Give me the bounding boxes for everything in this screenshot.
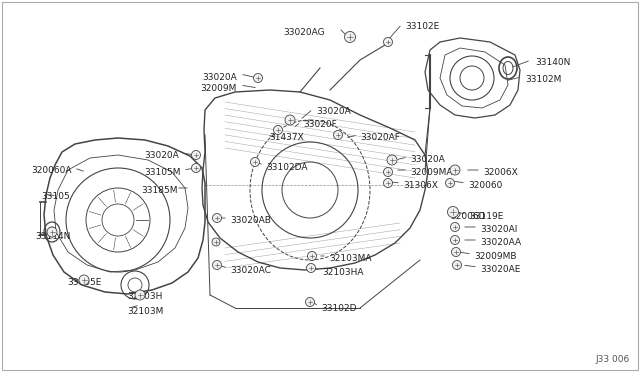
Text: 33020A: 33020A [144, 151, 179, 160]
Circle shape [285, 115, 295, 125]
Circle shape [445, 179, 454, 187]
Circle shape [212, 238, 220, 246]
Text: 33102DA: 33102DA [266, 163, 307, 172]
Text: 33105E: 33105E [67, 278, 101, 287]
Text: 33020A: 33020A [202, 73, 237, 82]
Text: 33020AC: 33020AC [230, 266, 271, 275]
Text: 33140N: 33140N [535, 58, 570, 67]
Text: 33020F: 33020F [303, 120, 337, 129]
Circle shape [191, 164, 200, 173]
Text: 320060A: 320060A [31, 166, 72, 175]
Text: 32006X: 32006X [483, 168, 518, 177]
Text: 33105M: 33105M [145, 168, 181, 177]
Text: 32103HA: 32103HA [322, 268, 364, 277]
Text: 33020AE: 33020AE [480, 265, 520, 274]
Text: 32009M: 32009M [200, 84, 237, 93]
Text: 320060: 320060 [468, 181, 502, 190]
Text: 33102M: 33102M [525, 75, 561, 84]
Circle shape [383, 38, 392, 46]
Circle shape [212, 214, 221, 222]
Text: 33102D: 33102D [321, 304, 356, 313]
Text: 32009MB: 32009MB [474, 252, 516, 261]
Circle shape [253, 74, 262, 83]
Circle shape [307, 251, 317, 260]
Circle shape [333, 131, 342, 140]
Circle shape [135, 290, 145, 300]
Text: 31437X: 31437X [269, 133, 304, 142]
Circle shape [387, 155, 397, 165]
Text: 33020AI: 33020AI [480, 225, 517, 234]
Text: 31306X: 31306X [403, 181, 438, 190]
Circle shape [305, 298, 314, 307]
Circle shape [250, 157, 259, 167]
Circle shape [212, 260, 221, 269]
Text: 33185M: 33185M [141, 186, 178, 195]
Text: 33119E: 33119E [469, 212, 504, 221]
Text: 33105: 33105 [41, 192, 70, 201]
Circle shape [79, 275, 89, 285]
Text: 32006D: 32006D [450, 212, 486, 221]
Circle shape [451, 222, 460, 231]
Text: 33020AG: 33020AG [284, 28, 325, 37]
Text: 32103MA: 32103MA [329, 254, 371, 263]
Text: 32103H: 32103H [127, 292, 163, 301]
Circle shape [447, 206, 458, 218]
Text: 33020AB: 33020AB [230, 216, 271, 225]
Text: 33020A: 33020A [410, 155, 445, 164]
Circle shape [307, 263, 316, 273]
Circle shape [383, 179, 392, 187]
Text: J33 006: J33 006 [596, 355, 630, 364]
Text: 32103M: 32103M [127, 307, 163, 316]
Text: 32009MA: 32009MA [410, 168, 452, 177]
Circle shape [451, 235, 460, 244]
Circle shape [344, 32, 355, 42]
Circle shape [452, 260, 461, 269]
Circle shape [47, 227, 57, 237]
Text: 33114N: 33114N [35, 232, 70, 241]
Text: 33020A: 33020A [316, 107, 351, 116]
Circle shape [383, 167, 392, 176]
Circle shape [191, 151, 200, 160]
Text: 33102E: 33102E [405, 22, 439, 31]
Circle shape [273, 125, 282, 135]
Text: 33020AF: 33020AF [360, 133, 400, 142]
Circle shape [451, 247, 461, 257]
Text: 33020AA: 33020AA [480, 238, 521, 247]
Circle shape [450, 165, 460, 175]
